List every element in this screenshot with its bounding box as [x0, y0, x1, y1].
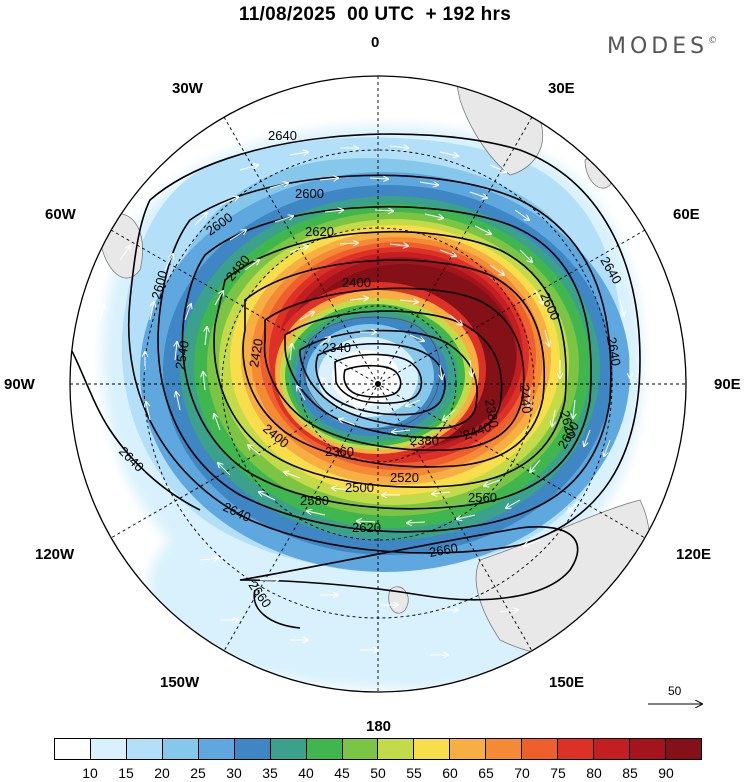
wind-vectors: [99, 146, 630, 655]
colorbar-tick-label: 30: [226, 765, 242, 781]
lon-label-90w: 90W: [4, 376, 35, 393]
lon-label-180: 180: [366, 718, 392, 735]
colorbar-tick-label: 65: [478, 765, 494, 781]
colorbar: [54, 738, 702, 760]
lon-label-30w: 30W: [172, 80, 203, 97]
contour-label: 2620: [352, 520, 381, 535]
map-boundary: [69, 75, 687, 693]
vector-scale-label: 50: [668, 684, 682, 698]
colorbar-tick-label: 75: [550, 765, 566, 781]
colorbar-tick-label: 25: [190, 765, 206, 781]
contour-label: 2600: [148, 269, 170, 301]
contour-label: 2440: [517, 384, 534, 414]
contour-label: 2500: [345, 480, 374, 495]
polar-map: 2640 2640 2600 2600 2620 2600 2600 2480 …: [69, 75, 750, 735]
lon-label-60e: 60E: [673, 206, 700, 223]
colorbar-tick-label: 55: [406, 765, 422, 781]
contour-label: 2520: [390, 470, 419, 485]
colorbar-swatch: [594, 739, 630, 759]
colorbar-swatch: [522, 739, 559, 759]
colorbar-swatch: [90, 739, 127, 759]
colorbar-swatch: [234, 739, 271, 759]
contour-label: 2540: [172, 339, 192, 370]
colorbar-tick-label: 70: [514, 765, 530, 781]
contour-label: 2620: [305, 224, 334, 239]
colorbar-tick-label: 60: [442, 765, 458, 781]
contour-label: 2600: [295, 186, 324, 201]
colorbar-tick-label: 10: [82, 765, 98, 781]
colorbar-swatch: [630, 739, 666, 759]
lon-label-90e: 90E: [714, 376, 741, 393]
lon-label-150w: 150W: [160, 674, 200, 691]
contour-label: 2560: [468, 490, 497, 505]
lon-label-120e: 120E: [676, 546, 712, 563]
colorbar-swatch: [665, 739, 701, 759]
contour-label: 2640: [604, 336, 624, 367]
colorbar-tick-label: 15: [118, 765, 134, 781]
modes-logo: MODES©: [607, 34, 717, 59]
colorbar-tick-label: 85: [622, 765, 638, 781]
copyright-mark: ©: [708, 35, 718, 46]
contour-label: 2660: [428, 540, 459, 560]
height-contours: [70, 133, 641, 629]
colorbar-swatch: [126, 739, 163, 759]
contour-label: 2400: [342, 275, 371, 290]
contour-label: 2620: [557, 409, 579, 441]
logo-text: MODES: [607, 34, 709, 59]
colorbar-swatch: [55, 739, 91, 759]
contour-label: 2340: [322, 340, 351, 355]
antarctica-outline: [302, 316, 441, 430]
colorbar-swatch: [378, 739, 415, 759]
contour-label: 2380: [482, 398, 502, 429]
colorbar-swatch: [342, 739, 379, 759]
colorbar-swatch: [162, 739, 199, 759]
colorbar-tick-label: 50: [370, 765, 386, 781]
south-pole-marker: [375, 381, 381, 387]
contour-label: 2360: [325, 444, 354, 459]
lon-label-150e: 150E: [549, 674, 585, 691]
colorbar-swatch: [198, 739, 235, 759]
contour-label: 2580: [300, 493, 329, 508]
colorbar-tick-label: 20: [154, 765, 170, 781]
contour-label: 2380: [410, 433, 439, 448]
contour-label: 2640: [268, 128, 297, 143]
lon-label-0: 0: [371, 34, 380, 51]
colorbar-tick-label: 45: [334, 765, 350, 781]
lon-label-60w: 60W: [45, 206, 76, 223]
colorbar-swatch: [270, 739, 307, 759]
wind-speed-shading: [102, 126, 642, 690]
colorbar-tick-label: 80: [586, 765, 602, 781]
contour-label: 2420: [246, 337, 266, 368]
colorbar-tick-label: 90: [658, 765, 674, 781]
lon-label-120w: 120W: [35, 546, 75, 563]
colorbar-swatch: [414, 739, 451, 759]
colorbar-tick-label: 35: [262, 765, 278, 781]
colorbar-tick-label: 40: [298, 765, 314, 781]
lon-label-30e: 30E: [548, 80, 575, 97]
colorbar-swatch: [558, 739, 595, 759]
map-title: 11/08/2025 00 UTC + 192 hrs: [238, 4, 512, 25]
colorbar-swatch: [450, 739, 487, 759]
colorbar-swatch: [486, 739, 523, 759]
colorbar-labels: 10 15 20 25 30 35 40 45 50 55 60 65 70 75 80 85 90: [54, 765, 702, 781]
colorbar-swatch: [306, 739, 343, 759]
map-disk: 2640 2640 2600 2600 2620 2600 2600 2480 …: [70, 76, 686, 692]
